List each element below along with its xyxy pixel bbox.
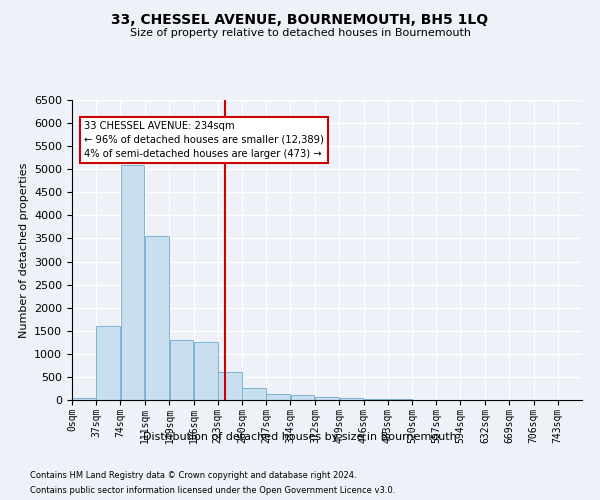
Text: 33, CHESSEL AVENUE, BOURNEMOUTH, BH5 1LQ: 33, CHESSEL AVENUE, BOURNEMOUTH, BH5 1LQ [112,12,488,26]
Bar [218,372,242,400]
Bar [72,398,96,400]
Bar [194,342,218,400]
Text: Contains public sector information licensed under the Open Government Licence v3: Contains public sector information licen… [30,486,395,495]
Bar [340,398,364,400]
Bar [145,236,169,400]
Bar [266,394,290,400]
Text: Contains HM Land Registry data © Crown copyright and database right 2024.: Contains HM Land Registry data © Crown c… [30,471,356,480]
Text: Size of property relative to detached houses in Bournemouth: Size of property relative to detached ho… [130,28,470,38]
Bar [242,388,266,400]
Y-axis label: Number of detached properties: Number of detached properties [19,162,29,338]
Bar [290,396,314,400]
Bar [170,340,193,400]
Bar [121,164,145,400]
Bar [97,326,120,400]
Text: Distribution of detached houses by size in Bournemouth: Distribution of detached houses by size … [143,432,457,442]
Bar [364,398,388,400]
Text: 33 CHESSEL AVENUE: 234sqm
← 96% of detached houses are smaller (12,389)
4% of se: 33 CHESSEL AVENUE: 234sqm ← 96% of detac… [84,121,323,159]
Bar [316,396,339,400]
